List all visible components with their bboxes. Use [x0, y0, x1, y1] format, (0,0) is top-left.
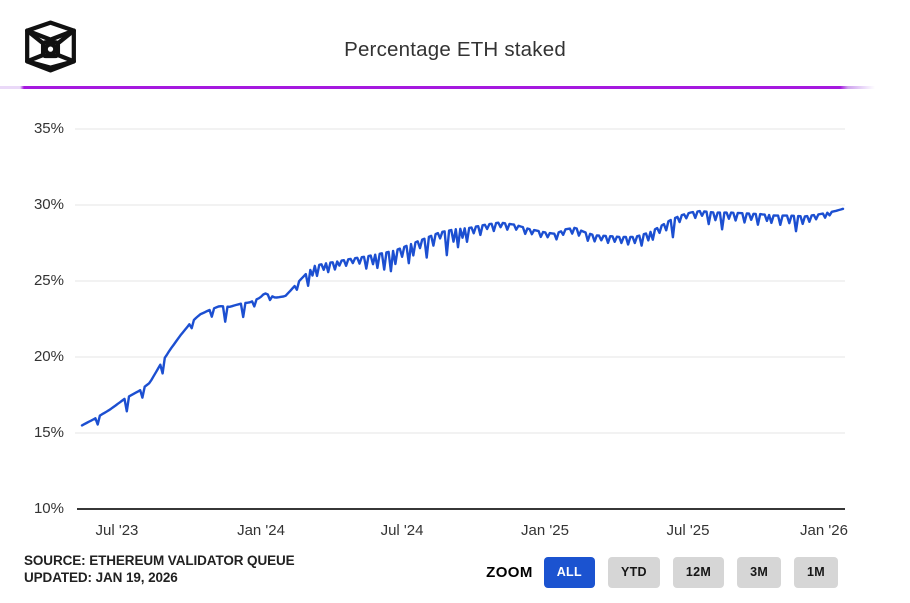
purple-separator [0, 86, 910, 89]
gridlines [75, 128, 845, 510]
zoom-label: ZOOM [486, 563, 533, 581]
cube-wireframe-logo-icon [25, 20, 76, 73]
page-title: Percentage ETH staked [344, 38, 566, 61]
zoom-button-3m[interactable]: 3M [737, 556, 782, 588]
source-line: SOURCE: ETHEREUM VALIDATOR QUEUE [24, 553, 295, 568]
y-axis-label: 35% [33, 120, 64, 137]
x-axis-label: Jul '23 [95, 522, 139, 539]
y-axis-label: 25% [33, 272, 64, 289]
chart-plot-area[interactable] [75, 100, 845, 512]
eth-staked-series [80, 207, 845, 427]
zoom-controls: ZOOM ALL YTD 12M 3M 1M [486, 556, 838, 588]
y-axis-label: 15% [33, 424, 64, 441]
zoom-button-12m[interactable]: 12M [672, 556, 725, 588]
x-axis-label: Jul '25 [666, 522, 710, 539]
x-axis-label: Jan '25 [521, 522, 569, 539]
y-axis-label: 10% [33, 500, 64, 517]
zoom-button-group: ALL YTD 12M 3M 1M [543, 556, 838, 588]
zoom-button-1m[interactable]: 1M [794, 556, 838, 588]
zoom-button-all[interactable]: ALL [543, 556, 595, 588]
zoom-button-ytd[interactable]: YTD [607, 556, 660, 588]
updated-line: UPDATED: JAN 19, 2026 [24, 569, 178, 585]
y-axis-label: 30% [33, 196, 64, 213]
y-axis-label: 20% [33, 348, 64, 365]
source-attribution: SOURCE: ETHEREUM VALIDATOR QUEUE UPDATED… [24, 553, 295, 586]
staked-percentage-line [80, 207, 845, 427]
x-axis-label: Jul '24 [380, 522, 424, 539]
x-axis-label: Jan '26 [800, 522, 848, 539]
x-axis-label: Jan '24 [237, 522, 285, 539]
